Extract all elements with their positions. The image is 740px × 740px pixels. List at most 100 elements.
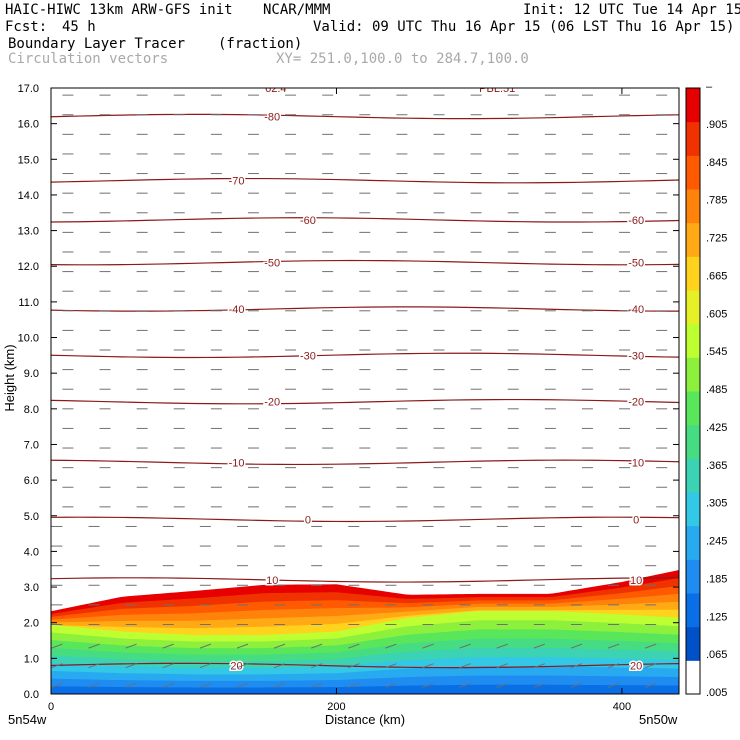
valid-time: Valid: 09 UTC Thu 16 Apr 15 (06 LST Thu … [313, 19, 735, 35]
circulation-vector [88, 682, 100, 688]
circulation-vector [422, 643, 434, 649]
temperature-contour-label: -30 [300, 350, 316, 362]
colorbar-label: .665 [706, 270, 727, 282]
colorbar-label: .725 [706, 233, 727, 245]
circulation-vector [51, 663, 63, 669]
colorbar-label: .905 [706, 119, 727, 131]
temperature-contour-label: -60 [300, 215, 316, 227]
colorbar-swatch [686, 525, 700, 560]
circulation-vector [496, 663, 508, 669]
circulation-vector [496, 682, 508, 688]
tracer-band [51, 684, 679, 694]
colorbar-frame [685, 87, 701, 695]
circulation-vector [570, 643, 583, 649]
circulation-vector [570, 682, 583, 688]
fcst-label: Fcst: [5, 19, 48, 35]
circulation-vector [162, 663, 174, 669]
circulation-vector [88, 663, 100, 669]
circulation-vector [162, 643, 174, 649]
y-tick-label: 10.0 [18, 333, 39, 345]
colorbar-label: .065 [706, 649, 727, 661]
circulation-vector [311, 682, 323, 688]
circulation-vector [273, 643, 286, 649]
org-label: NCAR/MMM [263, 2, 331, 18]
y-tick-label: 0.0 [24, 689, 39, 701]
temperature-contour-label: 20 [630, 660, 642, 672]
tracer-fill [51, 570, 679, 694]
circulation-vector [125, 682, 137, 688]
temperature-contour-label: -60 [628, 215, 644, 227]
temperature-contour-line [51, 217, 679, 223]
y-tick-label: 13.0 [18, 226, 39, 238]
temperature-contour-label: 0 [305, 514, 311, 526]
temperature-contour-line [51, 398, 679, 405]
circulation-vector [311, 663, 323, 669]
colorbar-swatch [686, 189, 700, 224]
temperature-contour-label: 20 [230, 660, 242, 672]
left-endpoint-label: 5n54w [8, 712, 47, 727]
temperature-contour-label: -80 [264, 112, 280, 124]
model-title: HAIC-HIWC 13km ARW-GFS init [5, 2, 233, 18]
y-tick-label: 5.0 [24, 511, 39, 523]
temperature-contour-line [51, 113, 679, 120]
circulation-vector [607, 682, 620, 688]
y-tick-label: 6.0 [24, 475, 39, 487]
y-tick-label: 4.0 [24, 546, 39, 558]
circulation-vector [385, 663, 397, 669]
temperature-contour-label: -40 [628, 304, 644, 316]
circulation-vector [273, 663, 286, 669]
circulation-vector [199, 682, 212, 688]
circulation-vector [236, 682, 249, 688]
y-tick-label: 3.0 [24, 582, 39, 594]
circulation-vector [88, 643, 100, 649]
colorbar-label: .005 [706, 687, 727, 699]
y-tick-label: 12.0 [18, 261, 39, 273]
circulation-vector [644, 643, 657, 649]
colorbar-label: .545 [706, 346, 727, 358]
colorbar-swatch [686, 626, 700, 661]
colorbar-swatch [686, 155, 700, 190]
circulation-vector [199, 663, 212, 669]
x-axis-label: Distance (km) [325, 712, 405, 727]
temperature-contour-line [51, 577, 679, 583]
circulation-vector [348, 682, 360, 688]
x-tick-label: 400 [613, 701, 631, 713]
y-tick-label: 2.0 [24, 618, 39, 630]
colorbar-swatch [686, 424, 700, 459]
temperature-contour-label: -50 [628, 258, 644, 270]
y-axis-label: Height (km) [2, 344, 17, 411]
colorbar-swatch [686, 660, 700, 695]
field-name: Boundary Layer Tracer [8, 36, 186, 52]
circulation-vector [570, 663, 583, 669]
y-tick-label: 1.0 [24, 653, 39, 665]
colorbar-label: .245 [706, 536, 727, 548]
colorbar-label: .125 [706, 611, 727, 623]
circulation-vector [496, 643, 508, 649]
circulation-vector [422, 682, 434, 688]
y-tick-label: 11.0 [18, 297, 39, 309]
y-tick-label: 15.0 [18, 154, 39, 166]
temperature-contour-label: 10 [266, 575, 278, 587]
circulation-vector [459, 663, 471, 669]
y-tick-label: 16.0 [18, 119, 39, 131]
circulation-vector [385, 643, 397, 649]
init-time: Init: 12 UTC Tue 14 Apr 15 [523, 2, 740, 18]
circulation-vector [607, 663, 620, 669]
circulation-vector [348, 663, 360, 669]
fcst-value: 45 h [62, 19, 96, 35]
colorbar-swatch [686, 357, 700, 392]
temperature-contours: 20 20 10 10 0 0 -10 -10 -20 -20 -30 -30 -40 -40 -50 -50… [51, 88, 679, 674]
right-endpoint-label: 5n50w [639, 712, 678, 727]
x-tick-label: 200 [327, 701, 345, 713]
circulation-vector [162, 682, 174, 688]
colorbar-swatch [686, 593, 700, 628]
temperature-contour-line [51, 306, 679, 312]
plot-frame [50, 87, 680, 695]
colorbar-swatch [686, 88, 700, 123]
circulation-vector [533, 643, 546, 649]
x-tick-label: 0 [48, 701, 54, 713]
y-tick-label: 8.0 [24, 404, 39, 416]
circulation-vector [644, 663, 657, 669]
colorbar-label: .785 [706, 195, 727, 207]
